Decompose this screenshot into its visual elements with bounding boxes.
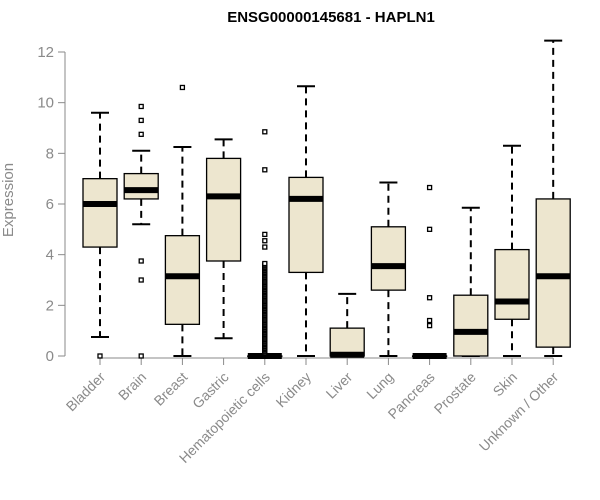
outlier-point [138, 103, 144, 110]
outlier-point [262, 129, 268, 135]
iqr-box [329, 327, 365, 357]
outlier-point [138, 277, 144, 283]
x-tick-label: Prostate [431, 369, 479, 417]
x-tick-label: Bladder [63, 369, 109, 415]
outlier-point [262, 231, 268, 238]
y-tick-label: 8 [46, 145, 54, 162]
outlier-point [262, 238, 268, 244]
outlier-point [138, 117, 144, 124]
iqr-box [205, 157, 242, 262]
y-tick-label: 4 [46, 247, 54, 264]
outlier-point [262, 260, 268, 267]
box-group [535, 39, 571, 357]
x-tick-label: Liver [323, 369, 356, 402]
plot-area [82, 39, 571, 359]
box-group [247, 129, 283, 359]
iqr-box [370, 226, 407, 291]
y-tick-label: 2 [46, 297, 54, 314]
y-tick-label: 6 [46, 196, 54, 213]
box-group [370, 181, 407, 357]
chart-title: ENSG00000145681 - HAPLN1 [227, 9, 435, 26]
outlier-point [262, 244, 268, 250]
box-group [288, 85, 324, 357]
y-tick-label: 10 [37, 95, 54, 112]
box-group [411, 184, 448, 359]
iqr-box [453, 294, 489, 357]
iqr-box [82, 178, 118, 248]
y-tick-label: 0 [46, 348, 54, 365]
outlier-point [426, 322, 433, 329]
outlier-point [138, 353, 144, 359]
box-group [123, 103, 159, 359]
outlier-point [426, 295, 433, 301]
box-group [453, 206, 489, 357]
iqr-box [288, 176, 324, 274]
x-tick-label: Lung [363, 369, 396, 402]
iqr-box [535, 198, 571, 348]
y-tick-label: 12 [37, 44, 54, 61]
x-tick-label: Brain [115, 369, 149, 403]
y-axis-label: Expression [0, 163, 17, 237]
outlier-point [426, 184, 433, 191]
box-group [82, 111, 118, 359]
box-group [205, 138, 242, 340]
box-group [494, 144, 530, 357]
box-group [329, 292, 365, 358]
x-tick-label: Skin [490, 369, 521, 400]
outlier-point [262, 167, 268, 173]
outlier-point [426, 226, 433, 232]
outlier-point [97, 353, 103, 359]
iqr-box [494, 248, 530, 320]
outlier-point [138, 131, 144, 137]
outlier-point [426, 317, 433, 324]
x-tick-label: Breast [151, 369, 191, 409]
y-axis: 0 2 4 6 8 10 12 [37, 44, 66, 365]
outlier-point [179, 84, 186, 91]
iqr-box [123, 172, 159, 200]
x-tick-label: Kidney [273, 369, 315, 411]
outlier-point [138, 258, 144, 264]
iqr-box [164, 235, 201, 325]
box-group [164, 84, 201, 357]
